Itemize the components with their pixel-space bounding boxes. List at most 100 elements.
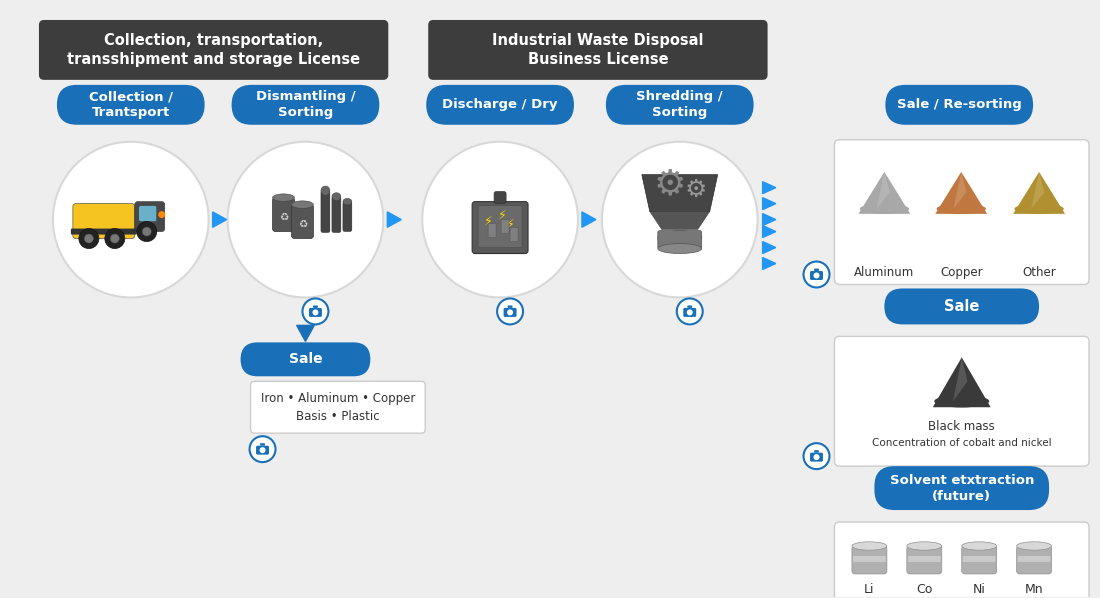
FancyBboxPatch shape xyxy=(39,20,388,80)
FancyBboxPatch shape xyxy=(494,191,506,204)
Polygon shape xyxy=(762,213,776,225)
Ellipse shape xyxy=(292,201,313,208)
FancyBboxPatch shape xyxy=(962,556,996,562)
Ellipse shape xyxy=(321,186,330,196)
Circle shape xyxy=(302,298,329,324)
Text: Sale: Sale xyxy=(288,352,322,367)
Polygon shape xyxy=(935,172,987,214)
Ellipse shape xyxy=(851,542,887,550)
FancyBboxPatch shape xyxy=(488,224,496,237)
Text: Ni: Ni xyxy=(972,584,986,596)
Circle shape xyxy=(507,309,513,315)
Circle shape xyxy=(228,142,383,297)
FancyBboxPatch shape xyxy=(961,546,997,574)
Polygon shape xyxy=(762,225,776,237)
Polygon shape xyxy=(1013,172,1065,214)
Text: ⚙: ⚙ xyxy=(653,167,686,202)
Text: Solvent etxtraction
(future): Solvent etxtraction (future) xyxy=(890,474,1034,502)
Ellipse shape xyxy=(936,203,986,214)
Polygon shape xyxy=(877,172,890,209)
FancyBboxPatch shape xyxy=(504,308,517,317)
Polygon shape xyxy=(933,358,991,407)
FancyBboxPatch shape xyxy=(1016,546,1052,574)
FancyBboxPatch shape xyxy=(810,453,823,462)
FancyBboxPatch shape xyxy=(312,306,318,308)
FancyBboxPatch shape xyxy=(256,446,270,454)
Ellipse shape xyxy=(658,231,702,245)
FancyBboxPatch shape xyxy=(57,85,205,125)
FancyBboxPatch shape xyxy=(478,206,522,248)
FancyBboxPatch shape xyxy=(810,271,823,280)
Text: Collection /
Trantsport: Collection / Trantsport xyxy=(89,90,173,120)
Ellipse shape xyxy=(906,542,942,550)
Text: ⚡: ⚡ xyxy=(506,218,515,231)
FancyBboxPatch shape xyxy=(232,85,380,125)
Ellipse shape xyxy=(860,203,909,214)
Text: Discharge / Dry: Discharge / Dry xyxy=(442,98,558,111)
Text: ⚡: ⚡ xyxy=(484,215,493,228)
FancyBboxPatch shape xyxy=(73,204,135,239)
FancyBboxPatch shape xyxy=(507,306,513,308)
FancyBboxPatch shape xyxy=(292,205,313,239)
FancyBboxPatch shape xyxy=(472,202,528,254)
FancyBboxPatch shape xyxy=(814,269,820,271)
FancyBboxPatch shape xyxy=(1018,556,1050,562)
FancyBboxPatch shape xyxy=(851,546,887,574)
FancyBboxPatch shape xyxy=(321,191,330,233)
FancyBboxPatch shape xyxy=(683,308,696,317)
FancyBboxPatch shape xyxy=(510,228,518,242)
FancyBboxPatch shape xyxy=(852,556,886,562)
Text: Sale / Re-sorting: Sale / Re-sorting xyxy=(896,98,1022,111)
Text: Shredding /
Sorting: Shredding / Sorting xyxy=(637,90,723,120)
Polygon shape xyxy=(641,175,717,212)
Text: Black mass: Black mass xyxy=(928,420,996,433)
Circle shape xyxy=(422,142,578,297)
Polygon shape xyxy=(762,242,776,254)
Text: Iron • Aluminum • Copper
Basis • Plastic: Iron • Aluminum • Copper Basis • Plastic xyxy=(261,392,415,423)
Text: Industrial Waste Disposal
Business License: Industrial Waste Disposal Business Licen… xyxy=(492,32,704,68)
Circle shape xyxy=(814,273,820,279)
FancyBboxPatch shape xyxy=(502,219,509,234)
FancyBboxPatch shape xyxy=(273,197,295,231)
Ellipse shape xyxy=(1016,542,1052,550)
Text: Aluminum: Aluminum xyxy=(855,266,914,279)
Circle shape xyxy=(142,227,151,236)
FancyBboxPatch shape xyxy=(906,546,942,574)
Text: Copper: Copper xyxy=(939,266,982,279)
Ellipse shape xyxy=(343,199,352,205)
FancyBboxPatch shape xyxy=(884,288,1040,324)
Text: ⚙: ⚙ xyxy=(684,178,707,202)
FancyBboxPatch shape xyxy=(343,202,352,231)
FancyBboxPatch shape xyxy=(70,228,136,234)
FancyBboxPatch shape xyxy=(426,85,574,125)
FancyBboxPatch shape xyxy=(886,85,1033,125)
Circle shape xyxy=(85,234,94,243)
Polygon shape xyxy=(954,172,967,209)
Text: Sale: Sale xyxy=(944,299,979,314)
Ellipse shape xyxy=(961,542,997,550)
Polygon shape xyxy=(650,212,710,230)
Text: Li: Li xyxy=(865,584,874,596)
Ellipse shape xyxy=(332,193,341,200)
Circle shape xyxy=(136,222,156,242)
FancyBboxPatch shape xyxy=(658,231,702,249)
Text: ♻: ♻ xyxy=(298,219,307,228)
FancyBboxPatch shape xyxy=(835,522,1089,598)
FancyBboxPatch shape xyxy=(606,85,754,125)
FancyBboxPatch shape xyxy=(260,443,265,446)
FancyBboxPatch shape xyxy=(332,197,341,233)
Polygon shape xyxy=(762,197,776,210)
Circle shape xyxy=(814,454,820,460)
FancyBboxPatch shape xyxy=(428,20,768,80)
Polygon shape xyxy=(582,212,596,227)
Ellipse shape xyxy=(658,243,702,254)
Polygon shape xyxy=(212,212,227,227)
Polygon shape xyxy=(387,212,402,227)
Ellipse shape xyxy=(1014,203,1064,214)
FancyBboxPatch shape xyxy=(814,450,820,453)
Circle shape xyxy=(686,309,693,315)
Circle shape xyxy=(803,443,829,469)
Polygon shape xyxy=(762,258,776,270)
Circle shape xyxy=(676,298,703,324)
FancyBboxPatch shape xyxy=(241,343,371,376)
